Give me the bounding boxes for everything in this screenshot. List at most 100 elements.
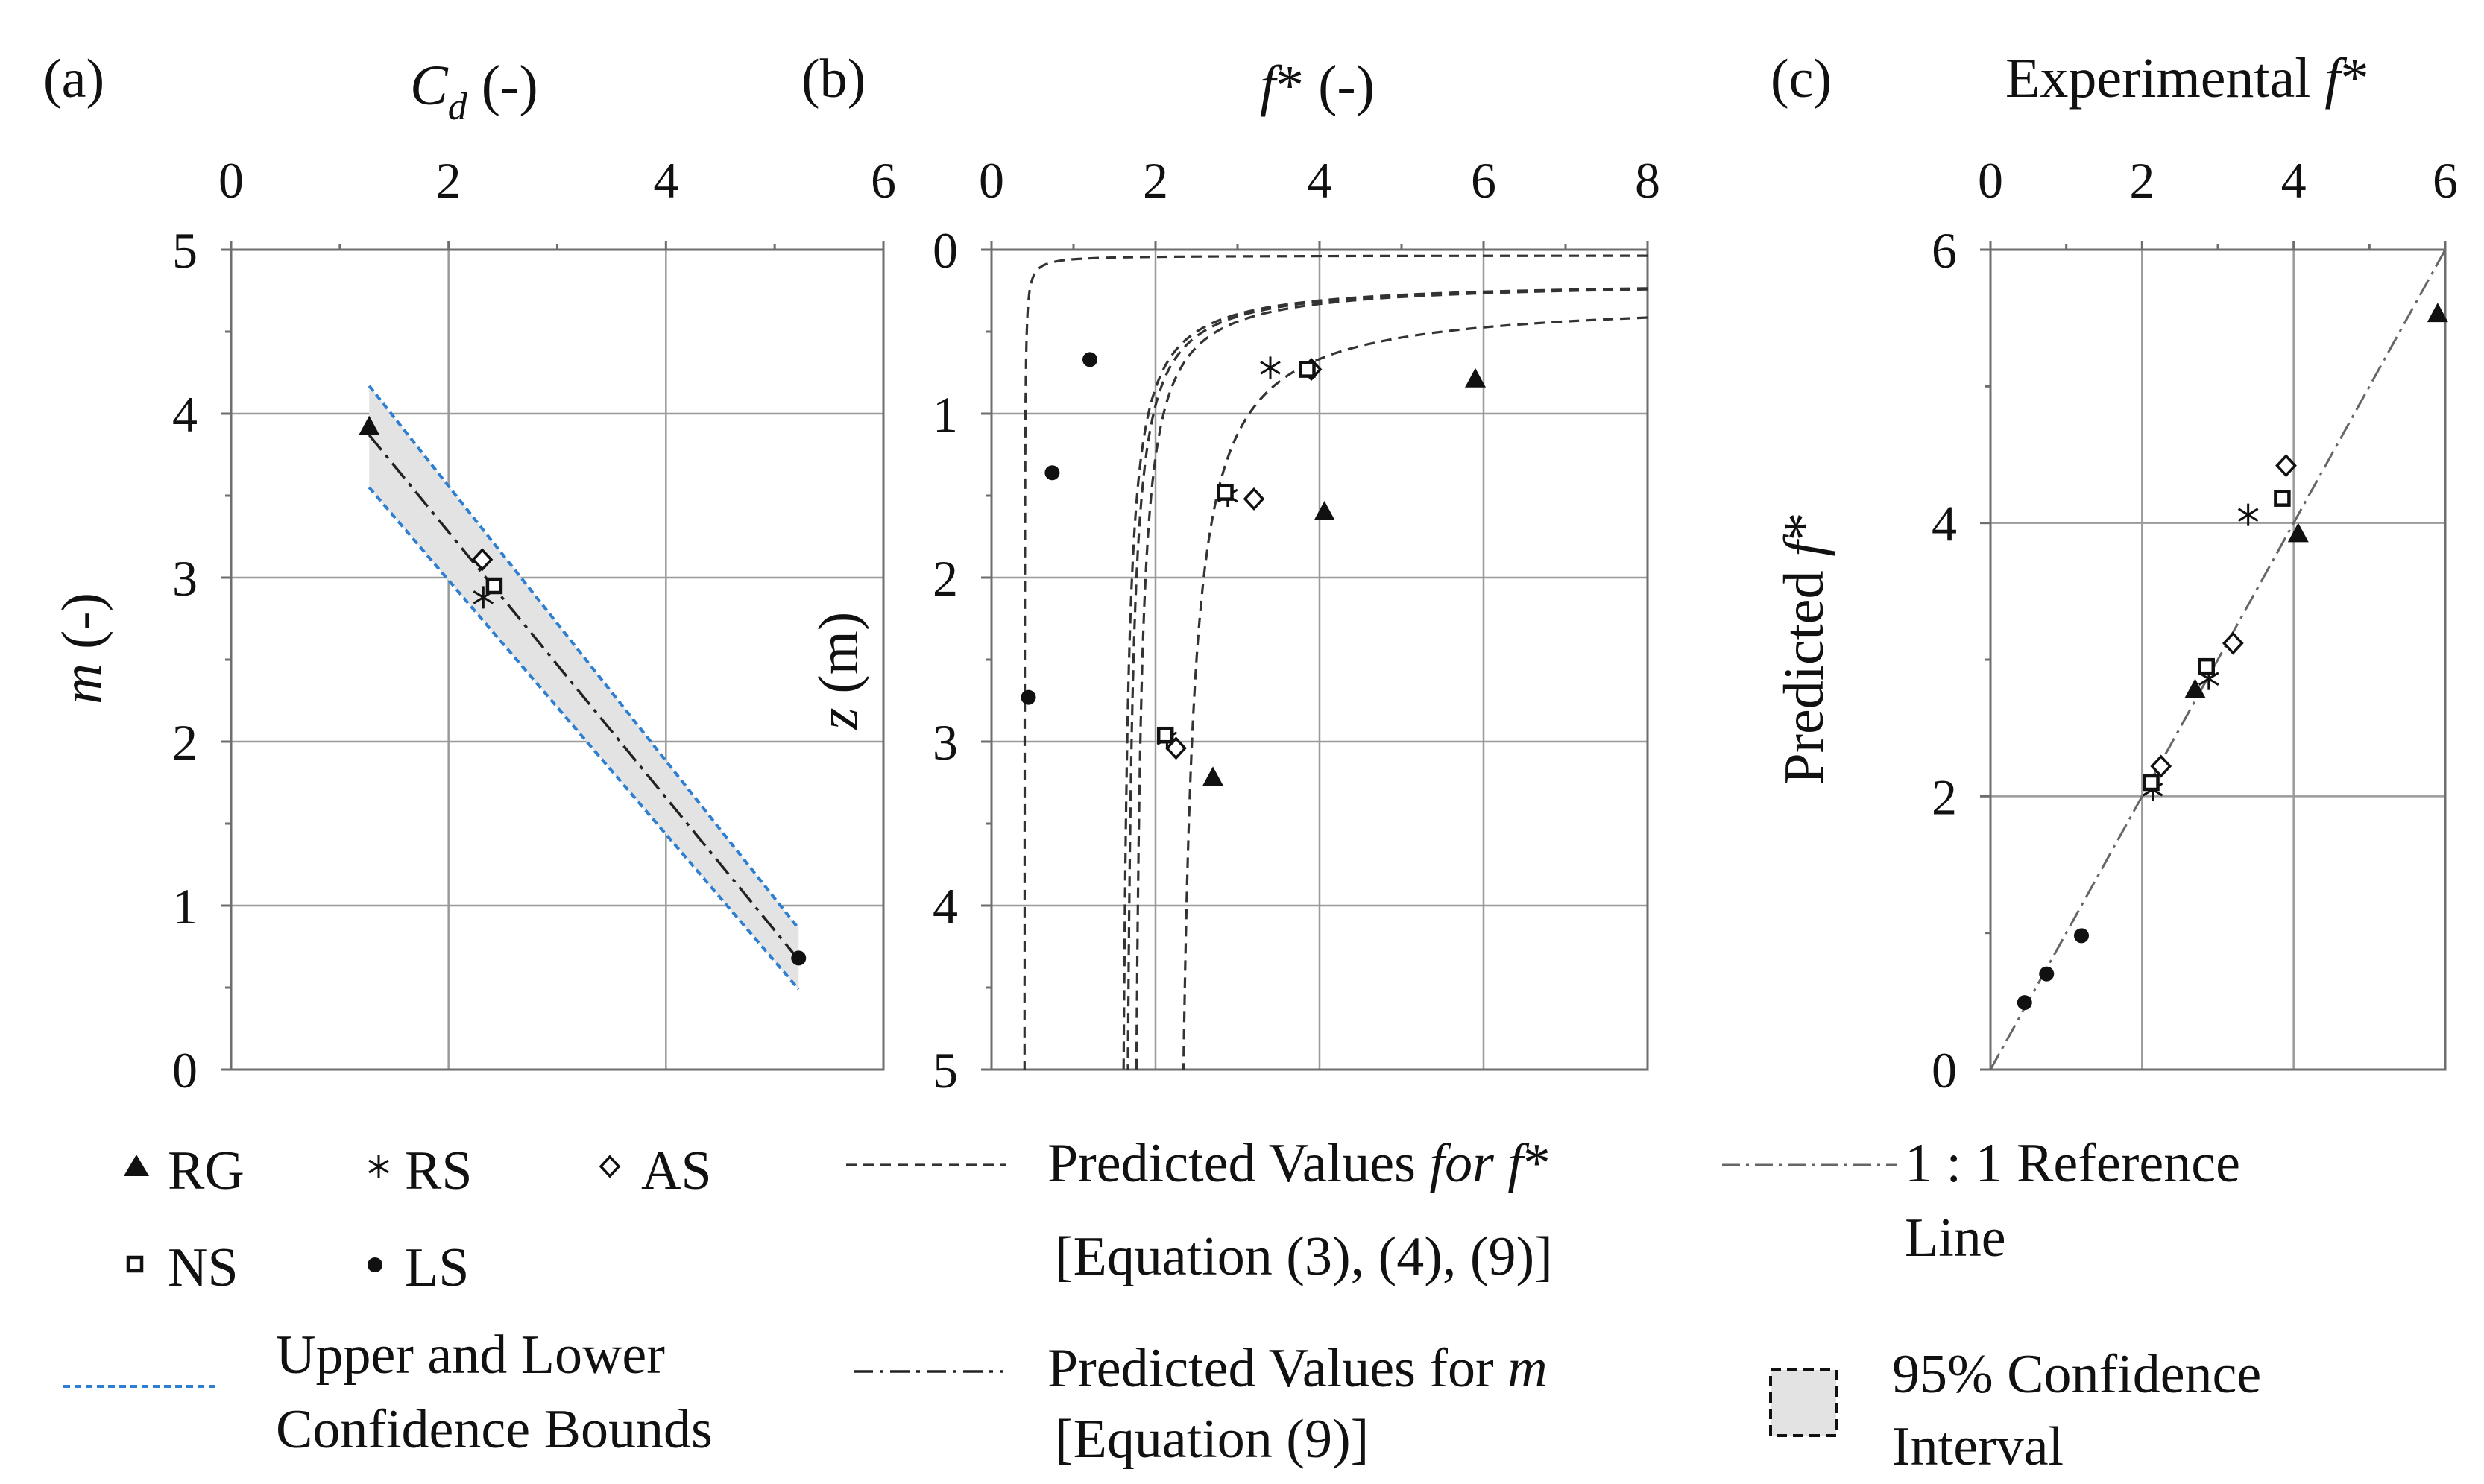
panel-c-ylabel: Predicted f*: [1773, 512, 1835, 784]
panel-c: (c) Experimental f* Predicted f* 0 2 4 6024…: [1771, 47, 2458, 1099]
point-rg: [1314, 501, 1335, 520]
legend-label-ci-2: Interval: [1892, 1416, 2064, 1477]
x-tick-label: 6: [2433, 152, 2458, 209]
y-tick-label: 0: [1932, 1042, 1957, 1099]
y-tick-label: 1: [172, 878, 198, 935]
y-tick-label: 4: [933, 878, 958, 935]
predicted-curve-rg: [1182, 316, 1648, 1070]
legend-label-bounds-2: Confidence Bounds: [276, 1399, 713, 1460]
confidence-bound-line: [368, 486, 800, 991]
point-rs: [2237, 503, 2259, 526]
x-tick-label: 4: [653, 152, 678, 209]
predicted-m-line: [368, 434, 800, 961]
panel-a-points: [359, 415, 807, 966]
confidence-box-icon: [1769, 1368, 1838, 1437]
legend-item-as: AS: [599, 1140, 712, 1202]
legend-label-rs: RS: [405, 1140, 473, 1202]
y-tick-label: 2: [172, 714, 198, 771]
point-rg: [2427, 303, 2448, 323]
legend-label-reference-1: 1 : 1 Reference: [1905, 1133, 2240, 1194]
legend-label-predicted-m-1: Predicted Values for m: [1047, 1338, 1548, 1399]
legend-item-ls: LS: [368, 1237, 469, 1298]
point-ns: [485, 577, 503, 595]
x-tick-label: 8: [1635, 152, 1660, 209]
point-as: [2275, 454, 2297, 478]
panel-c-points: [2017, 303, 2448, 1011]
panel-c-tag: (c): [1771, 48, 1832, 110]
point-rg: [2184, 678, 2206, 698]
panel-b-grid: [992, 250, 1648, 1070]
legend-item-predicted-m: Predicted Values for m [Equation (9)]: [854, 1338, 1548, 1470]
point-rs: [1260, 356, 1281, 379]
x-tick-label: 0: [218, 152, 244, 209]
legend-label-ns: NS: [168, 1237, 239, 1298]
panel-a-tag: (a): [43, 48, 104, 110]
square-marker-icon: [126, 1255, 144, 1273]
point-ls: [791, 950, 807, 966]
legend-item-bounds: Upper and Lower Confidence Bounds: [63, 1324, 713, 1460]
panel-b-ylabel: z (m): [807, 612, 870, 730]
point-ns: [1299, 361, 1316, 378]
panel-b-ticks: 0 2 4 6 8 0 1 2 3 4 5: [933, 152, 1660, 1099]
point-as: [1243, 487, 1265, 511]
predicted-curve-ns: [1126, 287, 1648, 1070]
y-tick-label: 3: [172, 550, 198, 607]
point-rg: [359, 415, 380, 435]
panel-c-xlabel: Experimental f*: [2005, 47, 2369, 110]
x-tick-label: 2: [436, 152, 461, 209]
point-rg: [1202, 766, 1223, 786]
y-tick-label: 5: [933, 1042, 958, 1099]
panel-a-ticks: 0 2 4 6 0 1 2 3 4 5: [172, 152, 896, 1099]
asterisk-marker-icon: [368, 1155, 389, 1178]
panel-a-xlabel: Cd (-): [410, 54, 538, 128]
y-tick-label: 5: [172, 222, 198, 279]
legend-label-predicted-m-2: [Equation (9)]: [1055, 1409, 1369, 1470]
x-tick-label: 0: [979, 152, 1004, 209]
legend-label-ls: LS: [405, 1237, 469, 1298]
panel-a-ylabel: m (-): [51, 593, 113, 704]
legend-label-ci-1: 95% Confidence: [1892, 1344, 2261, 1405]
predicted-curve-rs: [1122, 287, 1648, 1070]
legend-label-predicted-f-2: [Equation (3), (4), (9)]: [1055, 1226, 1553, 1287]
y-tick-label: 0: [933, 222, 958, 279]
dot-marker-icon: [368, 1257, 382, 1272]
point-ns: [2274, 490, 2291, 507]
point-as: [2222, 631, 2244, 655]
point-as: [471, 548, 494, 572]
x-tick-label: 2: [1143, 152, 1168, 209]
point-rg: [2287, 522, 2309, 543]
point-ls: [1082, 352, 1097, 367]
y-tick-label: 2: [1932, 768, 1957, 825]
panel-a-confidence-interval: [369, 385, 799, 990]
confidence-bound-line: [368, 385, 800, 930]
one-to-one-line: [1989, 249, 2447, 1070]
legend-label-rg: RG: [168, 1140, 245, 1202]
diamond-marker-icon: [599, 1155, 621, 1178]
y-tick-label: 6: [1932, 222, 1957, 279]
x-tick-label: 6: [871, 152, 896, 209]
y-tick-label: 1: [933, 386, 958, 443]
legend-label-bounds-1: Upper and Lower: [276, 1324, 665, 1386]
panel-a-grid: [231, 250, 883, 1070]
legend-label-reference-2: Line: [1905, 1207, 2006, 1269]
legend: RG RS AS NS LS Upper and Lower Confidenc…: [63, 1133, 2261, 1477]
x-tick-label: 2: [2129, 152, 2154, 209]
panel-b: (b) f* (-) z (m) 0 2 4 6 8 0 1 2 3 4 5: [801, 48, 1660, 1099]
legend-item-reference-line: 1 : 1 Reference Line: [1722, 1133, 2240, 1269]
panel-b-points: [1021, 352, 1486, 786]
y-tick-label: 0: [172, 1042, 198, 1099]
y-tick-label: 2: [933, 550, 958, 607]
y-tick-label: 4: [172, 386, 198, 443]
panel-c-reference-line: [1989, 249, 2447, 1070]
x-tick-label: 4: [1307, 152, 1332, 209]
legend-item-confidence-interval: 95% Confidence Interval: [1769, 1344, 2261, 1477]
legend-item-rs: RS: [368, 1140, 473, 1202]
point-rg: [1465, 367, 1486, 388]
panel-b-tag: (b): [801, 48, 866, 110]
point-ls: [2039, 966, 2055, 982]
legend-label-predicted-f-1: Predicted Values for f*: [1047, 1133, 1551, 1194]
predicted-curve-as: [1135, 288, 1648, 1070]
panel-c-grid: [1990, 250, 2445, 1070]
